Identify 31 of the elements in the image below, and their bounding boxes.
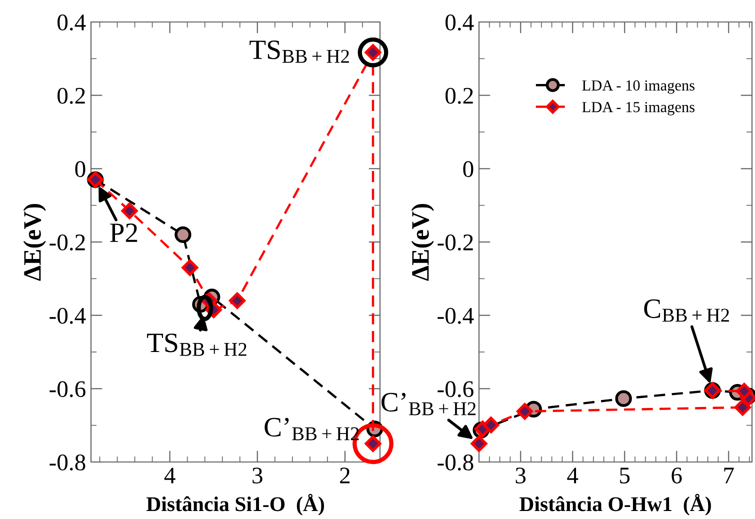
- annotation: P2: [110, 224, 138, 242]
- y-tick-label: 0.4: [58, 14, 86, 31]
- y-tick-label: -0.8: [50, 454, 86, 471]
- legend-label: LDA - 10 imagens: [582, 80, 695, 94]
- y-tick-label: -0.2: [438, 234, 473, 251]
- y-tick-label: -0.2: [50, 234, 85, 251]
- x-tick-label: 5: [620, 468, 630, 484]
- y-axis-title: ΔE(eV): [411, 204, 434, 281]
- annotation: TS$_{BB+H2}$: [250, 40, 349, 63]
- x-tick-label: 4: [164, 468, 176, 484]
- y-tick-label: 0.4: [446, 14, 474, 31]
- x-tick-label: 3: [516, 468, 526, 484]
- x-axis-title: Distância O-Hw1 (Å): [520, 494, 711, 516]
- x-tick-label: 7: [724, 468, 734, 484]
- legend-label: LDA - 15 imagens: [582, 102, 695, 116]
- y-tick-label: 0: [75, 161, 86, 178]
- x-tick-label: 3: [252, 468, 262, 484]
- y-tick-label: -0.8: [438, 454, 474, 471]
- annotation: C$_{BB+H2}$: [644, 299, 729, 322]
- y-tick-label: -0.4: [50, 308, 86, 324]
- annotation: TS$_{BB+H2}$: [147, 334, 246, 356]
- x-tick-label: 2: [340, 468, 350, 484]
- x-tick-label: 6: [672, 468, 682, 484]
- x-tick-label: 4: [567, 468, 578, 484]
- y-tick-label: 0.2: [446, 88, 473, 104]
- y-tick-label: 0: [463, 161, 474, 178]
- y-tick-label: 0.2: [58, 88, 85, 104]
- y-tick-label: -0.4: [438, 308, 474, 324]
- y-axis-title: ΔE(eV): [23, 204, 46, 281]
- x-axis-title: Distância Si1-O (Å): [146, 494, 324, 516]
- y-tick-label: -0.6: [50, 381, 86, 398]
